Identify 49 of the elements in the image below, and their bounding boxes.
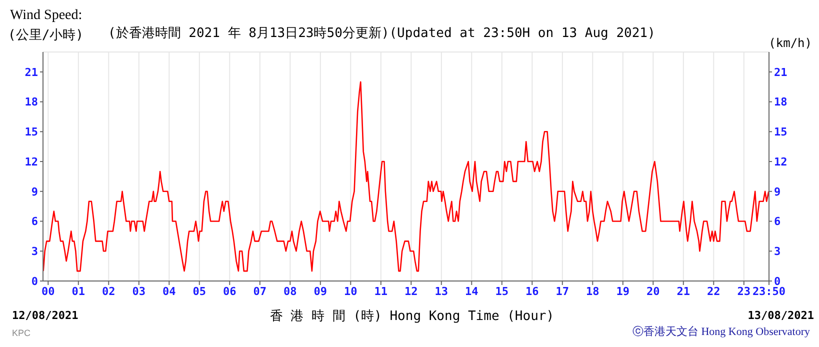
y2-tick-label: 6 xyxy=(774,215,781,228)
y2-axis-title: (km/h) xyxy=(768,36,812,50)
x-tick-label: 10 xyxy=(344,284,358,298)
text: 13/08/2021 xyxy=(748,309,814,322)
y-tick-label: 15 xyxy=(24,126,38,139)
x-tick-label: 23 xyxy=(737,284,751,298)
y-tick-label: 21 xyxy=(24,66,38,79)
x-tick-label: 19 xyxy=(616,284,630,298)
x-tick-label: 12 xyxy=(404,284,418,298)
y-tick-label: 0 xyxy=(31,274,38,288)
y-axis-title: (公里/小時) xyxy=(8,27,84,44)
y-tick-label: 6 xyxy=(31,215,38,228)
x-tick-label: 18 xyxy=(586,284,600,298)
x-tick-label: 22 xyxy=(707,284,720,298)
x-tick-label: 15 xyxy=(495,284,509,298)
text: ⓒ香港天文台 Hong Kong Observatory xyxy=(632,324,810,339)
y2-tick-label: 9 xyxy=(774,185,781,198)
x-tick-label: 00 xyxy=(42,284,55,298)
x-tick-label: 13 xyxy=(434,284,448,298)
y2-tick-label: 21 xyxy=(774,66,788,79)
x-tick-label: 14 xyxy=(465,284,479,298)
x-tick-label: 05 xyxy=(192,284,206,298)
y-tick-label: 9 xyxy=(31,185,38,198)
x-tick-label: 20 xyxy=(646,284,660,298)
chart-subtitle: (於香港時間 2021 年 8月13日23時50分更新)(Updated at 23:50H on 13 Aug 2021) xyxy=(108,25,656,42)
x-tick-label: 17 xyxy=(556,284,570,298)
y-tick-label: 18 xyxy=(24,96,38,109)
y-tick-label: 3 xyxy=(31,245,38,258)
x-tick-label: 02 xyxy=(102,284,116,298)
y-tick-label: 12 xyxy=(24,155,38,168)
y2-tick-label: 3 xyxy=(774,245,781,258)
x-tick-label: 21 xyxy=(676,284,690,298)
x-tick-label: 04 xyxy=(162,284,176,298)
x-tick-label: 01 xyxy=(72,284,86,298)
x-tick-label: 03 xyxy=(132,284,146,298)
text: KPC xyxy=(12,328,31,338)
x-tick-label: 08 xyxy=(284,284,297,298)
text: 12/08/2021 xyxy=(12,309,78,322)
line-series xyxy=(43,81,769,272)
x-tick-label: 11 xyxy=(374,284,388,298)
y2-tick-label: 15 xyxy=(774,126,788,139)
x-axis-title: 香 港 時 間 (時) Hong Kong Time (Hour) xyxy=(270,309,554,324)
y2-tick-label: 12 xyxy=(774,155,788,168)
y2-tick-label: 18 xyxy=(774,96,788,109)
x-tick-label: 09 xyxy=(314,284,328,298)
chart-title: Wind Speed: xyxy=(10,8,82,24)
x-tick-label: 06 xyxy=(223,284,237,298)
x-tick-label: 16 xyxy=(526,284,540,298)
x-tick-label: 07 xyxy=(253,284,267,298)
